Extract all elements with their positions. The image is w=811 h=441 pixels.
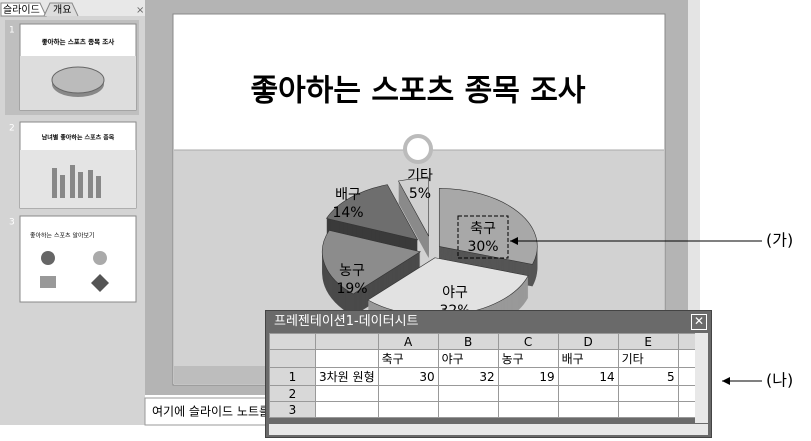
row-header[interactable]: 3 [270,402,316,418]
column-header[interactable]: E [618,334,678,350]
column-header[interactable]: A [378,334,438,350]
value-cell[interactable] [438,386,498,402]
category-cell[interactable]: 야구 [438,350,498,368]
scrollbar[interactable] [269,424,708,435]
data-label-name: 기타 [407,168,433,184]
value-cell[interactable] [498,386,558,402]
thumb-pie [52,67,104,93]
series-name[interactable] [316,386,379,402]
thumb-title: 좋아하는 스포츠 알아보기 [30,232,95,240]
value-cell[interactable] [378,402,438,418]
slide-number: 1 [9,26,15,36]
value-cell[interactable] [498,402,558,418]
category-cell[interactable]: 농구 [498,350,558,368]
thumb-icon [93,251,107,265]
close-button[interactable]: × [136,5,144,16]
thumbnail[interactable] [20,216,136,302]
slide-number: 3 [9,218,15,228]
data-label-value: 5% [409,186,431,202]
ornament [405,136,431,162]
value-cell[interactable]: 32 [438,368,498,386]
category-cell[interactable]: 배구 [558,350,618,368]
column-header[interactable]: C [498,334,558,350]
slide-title: 좋아하는 스포츠 종목 조사 [251,74,586,109]
annotation: (나) [766,371,793,390]
notes-placeholder: 여기에 슬라이드 노트를 [152,405,270,419]
value-cell[interactable]: 14 [558,368,618,386]
value-cell[interactable] [618,402,678,418]
column-header[interactable]: D [558,334,618,350]
annotation: (가) [766,231,793,250]
value-cell[interactable] [558,386,618,402]
data-label-name: 야구 [442,285,468,301]
row-header[interactable]: 1 [270,368,316,386]
value-cell[interactable]: 19 [498,368,558,386]
series-name[interactable] [316,402,379,418]
row-header[interactable] [270,350,316,368]
margin [700,0,811,441]
tab-label[interactable]: 슬라이드 [3,4,40,16]
cell[interactable] [316,350,379,368]
data-label-value: 19% [336,281,367,297]
value-cell[interactable]: 30 [378,368,438,386]
corner[interactable] [270,334,316,350]
data-label-name: 배구 [335,187,361,203]
row-header[interactable]: 2 [270,386,316,402]
close-button[interactable]: ✕ [691,314,707,330]
window-title: 프레젠테이션1-데이터시트 [274,314,419,329]
thumb-icon [40,276,56,288]
tab-label[interactable]: 개요 [53,4,71,16]
scrollbar[interactable] [695,333,708,423]
column-header[interactable]: B [438,334,498,350]
header-cell[interactable] [316,334,379,350]
value-cell[interactable] [618,386,678,402]
thumb-title: 좋아하는 스포츠 종목 조사 [42,37,115,46]
data-label-value: 14% [332,205,363,221]
value-cell[interactable] [378,386,438,402]
series-name[interactable]: 3차원 원형 [316,368,379,386]
data-label-name: 축구 [470,221,496,237]
data-label-name: 농구 [339,263,365,279]
value-cell[interactable] [438,402,498,418]
data-label-value: 30% [467,239,498,255]
thumb-title: 남녀별 좋아하는 스포츠 종목 [42,134,115,142]
slide-number: 2 [9,124,15,134]
datasheet-title: 프레젠테이션1-데이터시트 ✕ [266,311,711,333]
category-cell[interactable]: 축구 [378,350,438,368]
value-cell[interactable]: 5 [618,368,678,386]
screen: 슬라이드 개요 × 1 좋아하는 스포츠 종목 조사 2 남녀별 좋아하는 스포… [0,0,811,441]
category-cell[interactable]: 기타 [618,350,678,368]
value-cell[interactable] [558,402,618,418]
thumb-icon [41,251,55,265]
